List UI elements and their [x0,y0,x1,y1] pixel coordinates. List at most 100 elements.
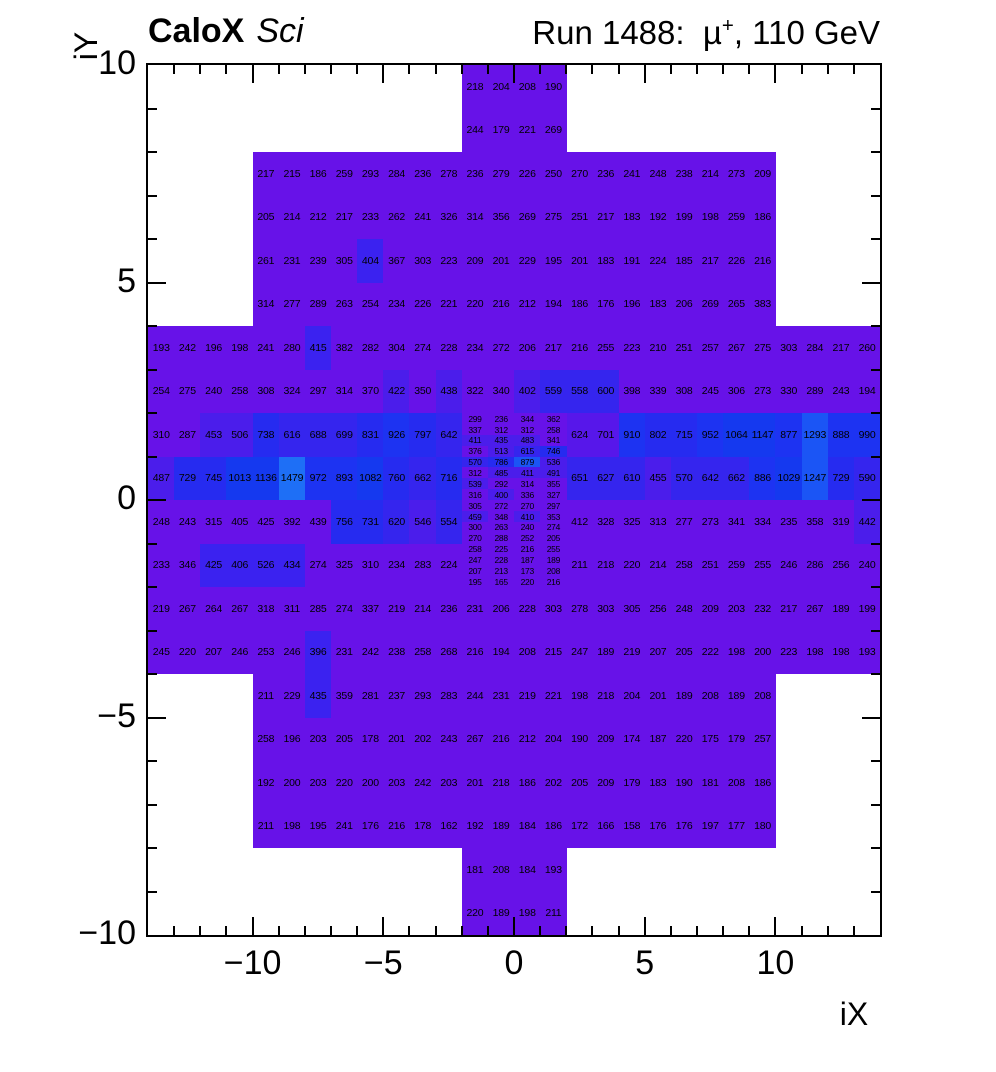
cell-value: 731 [361,515,379,528]
cell-value: 158 [623,820,641,833]
heatmap-cell: 284 [383,152,410,196]
heatmap-cell: 202 [540,761,567,805]
run-info-prefix: Run 1488: µ [532,14,722,51]
heatmap-cell: 438 [435,369,463,414]
cell-value: 206 [492,602,510,615]
cell-value: 173 [520,565,535,576]
heatmap-cell: 651 [566,456,593,501]
cell-value: 264 [205,602,222,615]
cell-value: 406 [231,559,249,572]
heatmap-cell: 254 [148,369,175,414]
cell-value: 218 [466,80,484,93]
axis-tick [871,107,880,110]
heatmap-cell: 201 [644,674,672,718]
heatmap-cell: 179 [618,761,646,805]
heatmap-cell: 190 [670,761,698,805]
heatmap-cell: 204 [618,674,646,718]
cell-value: 219 [518,689,536,702]
axis-tick [486,65,489,74]
cell-value: 282 [361,341,379,354]
cell-value: 192 [649,211,667,224]
heatmap-cell: 177 [723,804,750,849]
heatmap-cell: 267 [461,717,489,762]
cell-value: 257 [701,341,719,354]
heatmap-cell: 178 [409,804,436,849]
axis-tick [774,65,777,83]
heatmap-cell: 435 [304,674,332,718]
heatmap-cell: 214 [697,152,724,196]
heatmap-cell: 175 [697,717,724,762]
heatmap-cell: 886 [749,456,776,501]
heatmap-cell: 241 [252,326,280,370]
heatmap-cell: 254 [357,282,384,327]
cell-value: 207 [468,565,482,576]
cell-value: 190 [544,80,562,93]
heatmap-cell: 439 [304,500,332,544]
plot-title-left: CaloX Sci [148,12,304,51]
cell-value: 272 [494,500,508,511]
heatmap-cell: 201 [383,717,410,762]
heatmap-cell: 204 [540,717,567,762]
heatmap-cell: 308 [252,369,280,414]
cell-value: 435 [494,435,508,446]
cell-value: 376 [468,446,482,457]
heatmap-cell: 219 [383,587,410,631]
cell-value: 410 [520,511,535,522]
axis-tick [356,926,359,935]
heatmap-cell: 415 [304,326,332,370]
cell-value: 278 [440,167,458,180]
cell-value: 203 [388,776,405,789]
heatmap-cell: 434 [278,543,306,588]
cell-value: 218 [597,689,615,702]
cell-value: 237 [388,689,405,702]
cell-value: 314 [335,385,353,398]
cell-value: 285 [309,602,327,615]
heatmap-cell: 269 [514,195,541,240]
heatmap-cell: 234 [383,282,410,327]
cell-value: 220 [466,298,484,311]
cell-value: 398 [623,385,641,398]
axis-tick [871,542,880,545]
heatmap-cell: 624 [566,413,593,457]
cell-value: 270 [520,500,535,511]
heatmap-cell: 211 [252,674,280,718]
heatmap-plot-area: 218 204 208 190 244 179 221 269 217 215 186 259 293 2… [146,63,882,937]
heatmap-cell: 208 [723,761,750,805]
cell-value: 219 [388,602,405,615]
cell-value: 316 [468,489,482,500]
cell-value: 210 [649,341,667,354]
cell-value: 198 [231,341,249,354]
cell-value: 178 [414,820,432,833]
cell-value: 662 [727,472,745,485]
cell-value: 208 [492,863,510,876]
heatmap-cell: 190 [566,717,593,762]
axis-tick [748,926,751,935]
heatmap-cell: 217 [331,195,358,240]
heatmap-cell: 208 [540,565,567,577]
cell-value: 312 [494,424,508,435]
axis-tick [871,455,880,458]
cell-value: 277 [675,515,693,528]
heatmap-cell: 198 [827,630,855,675]
cell-value: 208 [546,565,561,576]
heatmap-cell: 241 [618,152,646,196]
cell-value: 688 [309,428,327,441]
cell-value: 536 [546,457,561,468]
axis-tick [871,760,880,762]
heatmap-cell: 404 [357,239,384,283]
axis-tick [251,65,254,83]
axis-tick [148,238,157,240]
cell-value: 196 [283,733,301,746]
cell-value: 190 [675,776,693,789]
cell-value: 258 [414,646,432,659]
cell-value: 1479 [280,472,304,485]
cell-value: 539 [468,478,482,489]
heatmap-cell: 243 [174,500,201,544]
heatmap-cell: 195 [540,239,567,283]
cell-value: 251 [571,211,588,224]
cell-value: 209 [597,776,615,789]
axis-tick [148,586,157,588]
cell-value: 270 [571,167,588,180]
heatmap-cell: 216 [383,804,410,849]
heatmap-cell: 195 [461,576,489,588]
